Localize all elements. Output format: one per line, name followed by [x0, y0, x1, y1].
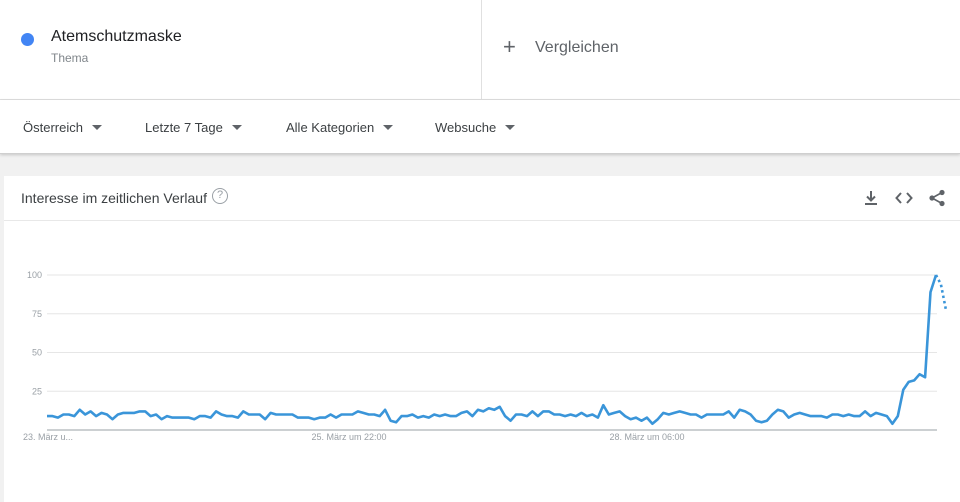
- region-filter[interactable]: Österreich: [23, 120, 102, 135]
- caret-down-icon: [383, 125, 394, 130]
- partial-data-line: [934, 274, 948, 310]
- caret-down-icon: [505, 125, 516, 130]
- y-tick-label: 75: [32, 309, 42, 319]
- search-term-card[interactable]: Atemschutzmaske Thema: [0, 0, 482, 100]
- search-type-filter[interactable]: Websuche: [435, 120, 516, 135]
- filter-bar: Österreich Letzte 7 Tage Alle Kategorien…: [0, 100, 960, 154]
- term-type: Thema: [51, 51, 89, 65]
- term-color-dot: [21, 33, 34, 46]
- caret-down-icon: [231, 125, 242, 130]
- time-range-filter[interactable]: Letzte 7 Tage: [145, 120, 242, 135]
- interest-line-chart: 25 50 75 100 23. März u... 25. März um 22:00 2…: [23, 270, 948, 442]
- category-filter-label: Alle Kategorien: [286, 120, 375, 135]
- embed-icon[interactable]: [894, 188, 914, 208]
- x-tick-label: 28. März um 06:00: [609, 432, 684, 442]
- y-tick-label: 25: [32, 386, 42, 396]
- download-icon[interactable]: [861, 188, 881, 208]
- search-type-filter-label: Websuche: [435, 120, 497, 135]
- term-name[interactable]: Atemschutzmaske: [51, 28, 182, 45]
- x-tick-label: 23. März u...: [23, 432, 73, 442]
- interest-series-line: [47, 274, 938, 426]
- region-filter-label: Österreich: [23, 120, 83, 135]
- help-icon[interactable]: ?: [212, 188, 228, 204]
- card-header: Interesse im zeitlichen Verlauf ?: [4, 176, 960, 221]
- x-tick-label: 25. März um 22:00: [311, 432, 386, 442]
- y-tick-label: 100: [27, 270, 42, 280]
- compare-label: Vergleichen: [535, 39, 619, 56]
- share-icon[interactable]: [927, 188, 947, 208]
- compare-button[interactable]: + Vergleichen: [482, 0, 960, 99]
- time-range-filter-label: Letzte 7 Tage: [145, 120, 223, 135]
- y-tick-label: 50: [32, 348, 42, 358]
- card-title: Interesse im zeitlichen Verlauf: [21, 190, 207, 206]
- caret-down-icon: [91, 125, 102, 130]
- term-bar: Atemschutzmaske Thema + Vergleichen: [0, 0, 960, 100]
- category-filter[interactable]: Alle Kategorien: [286, 120, 394, 135]
- plus-icon: +: [503, 34, 516, 59]
- interest-over-time-card: Interesse im zeitlichen Verlauf ? 25 50 75…: [4, 176, 960, 502]
